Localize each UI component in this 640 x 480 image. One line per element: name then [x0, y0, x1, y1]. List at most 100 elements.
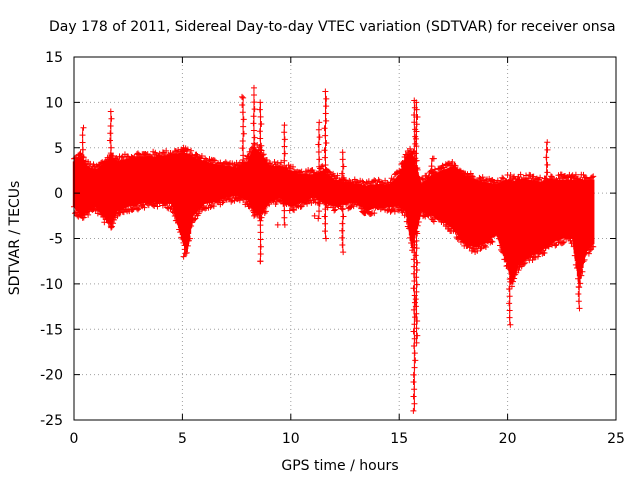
data-point: [250, 120, 257, 127]
data-point: [240, 94, 247, 101]
data-point: [339, 234, 346, 241]
data-point: [240, 123, 247, 130]
data-point: [412, 150, 419, 157]
data-point: [576, 305, 583, 312]
data-point: [106, 137, 113, 144]
data-point: [407, 145, 414, 152]
data-point: [534, 253, 541, 260]
data-point: [262, 208, 269, 215]
data-point: [163, 147, 170, 154]
data-points: [71, 84, 597, 414]
data-point: [413, 237, 420, 244]
data-point: [210, 156, 217, 163]
data-point: [250, 84, 257, 91]
y-tick-label: -15: [40, 322, 63, 338]
data-point: [411, 299, 418, 306]
data-point: [188, 222, 195, 229]
data-point: [304, 200, 311, 207]
data-point: [180, 253, 187, 260]
data-point: [340, 249, 347, 256]
data-point: [323, 198, 330, 205]
data-point: [521, 259, 528, 266]
data-point: [414, 113, 421, 120]
data-point: [410, 306, 417, 313]
data-point: [280, 200, 287, 207]
data-point: [323, 235, 330, 242]
data-point: [338, 205, 345, 212]
data-point: [266, 201, 273, 208]
data-point: [339, 149, 346, 156]
data-point: [251, 134, 258, 141]
data-point: [281, 214, 288, 221]
y-axis-label: SDTVAR / TECUs: [7, 181, 23, 296]
data-point: [413, 325, 420, 332]
y-tick-label: -20: [40, 368, 63, 384]
data-point: [281, 143, 288, 150]
y-tick-label: -10: [40, 277, 63, 293]
data-point: [506, 307, 513, 314]
x-tick-label: 15: [390, 431, 408, 447]
data-point: [391, 208, 398, 215]
data-point: [431, 166, 438, 173]
data-point: [217, 159, 224, 166]
data-point: [316, 119, 323, 126]
data-point: [413, 99, 420, 106]
data-point: [507, 171, 514, 178]
data-point: [411, 364, 418, 371]
data-point: [298, 203, 305, 210]
data-point: [430, 155, 437, 162]
data-point: [315, 148, 322, 155]
data-point: [543, 154, 550, 161]
data-point: [451, 162, 458, 169]
data-point: [410, 407, 417, 414]
data-point: [192, 215, 199, 222]
data-point: [141, 204, 148, 211]
data-point: [359, 178, 366, 185]
data-point: [384, 179, 391, 186]
data-point: [315, 141, 322, 148]
data-point: [315, 215, 322, 222]
data-point: [129, 206, 136, 213]
data-point: [240, 130, 247, 137]
data-point: [579, 268, 586, 275]
data-point: [529, 257, 536, 264]
y-tick-label: 5: [54, 141, 63, 157]
data-point: [346, 177, 353, 184]
data-point: [428, 163, 435, 170]
data-point: [347, 204, 354, 211]
data-point: [410, 393, 417, 400]
data-point: [114, 213, 121, 220]
data-point: [79, 132, 86, 139]
data-point: [323, 117, 330, 124]
data-point: [413, 310, 420, 317]
data-point: [257, 250, 264, 257]
data-point: [410, 379, 417, 386]
data-point: [428, 170, 435, 177]
data-point: [339, 227, 346, 234]
data-point: [412, 303, 419, 310]
data-point: [316, 208, 323, 215]
data-point: [334, 172, 341, 179]
data-point: [322, 228, 329, 235]
data-point: [281, 136, 288, 143]
data-point: [78, 212, 85, 219]
data-point: [85, 211, 92, 218]
data-point: [251, 106, 258, 113]
data-point: [572, 171, 579, 178]
data-point: [134, 206, 141, 213]
data-point: [239, 137, 246, 144]
data-point: [281, 150, 288, 157]
data-point: [544, 146, 551, 153]
data-point: [198, 153, 205, 160]
data-point: [322, 110, 329, 117]
data-point: [582, 174, 589, 181]
data-point: [321, 125, 328, 132]
data-point: [560, 239, 567, 246]
data-point: [413, 245, 420, 252]
data-point: [193, 151, 200, 158]
data-point: [210, 203, 217, 210]
data-point: [340, 213, 347, 220]
data-point: [339, 220, 346, 227]
data-point: [331, 207, 338, 214]
data-point: [547, 173, 554, 180]
